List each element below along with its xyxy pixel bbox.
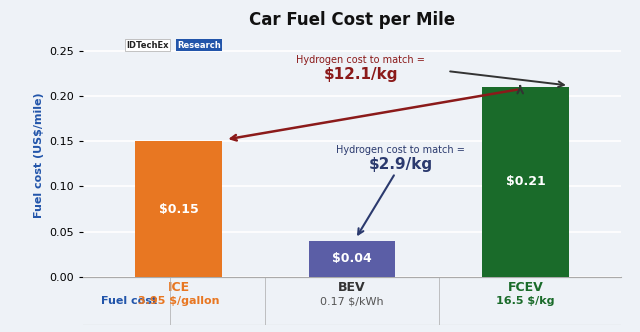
Text: $0.21: $0.21	[506, 176, 545, 189]
Text: Fuel cost: Fuel cost	[100, 296, 157, 306]
Text: IDTechEx: IDTechEx	[126, 41, 169, 49]
Y-axis label: Fuel cost (US$/mile): Fuel cost (US$/mile)	[34, 92, 44, 218]
Text: 3.95 $/gallon: 3.95 $/gallon	[138, 296, 220, 306]
Text: $0.04: $0.04	[332, 252, 372, 265]
Text: 16.5 $/kg: 16.5 $/kg	[496, 296, 555, 306]
Bar	[482, 87, 569, 277]
Text: Research: Research	[177, 41, 221, 49]
Bar	[135, 141, 222, 277]
Title: Car Fuel Cost per Mile: Car Fuel Cost per Mile	[249, 11, 455, 29]
Text: $0.15: $0.15	[159, 203, 198, 215]
Text: 0.17 $/kWh: 0.17 $/kWh	[320, 296, 384, 306]
Text: $12.1/kg: $12.1/kg	[323, 66, 398, 82]
Bar	[308, 241, 396, 277]
Text: Hydrogen cost to match =: Hydrogen cost to match =	[296, 55, 425, 65]
Text: Hydrogen cost to match =: Hydrogen cost to match =	[336, 145, 465, 155]
Text: $2.9/kg: $2.9/kg	[369, 157, 433, 172]
